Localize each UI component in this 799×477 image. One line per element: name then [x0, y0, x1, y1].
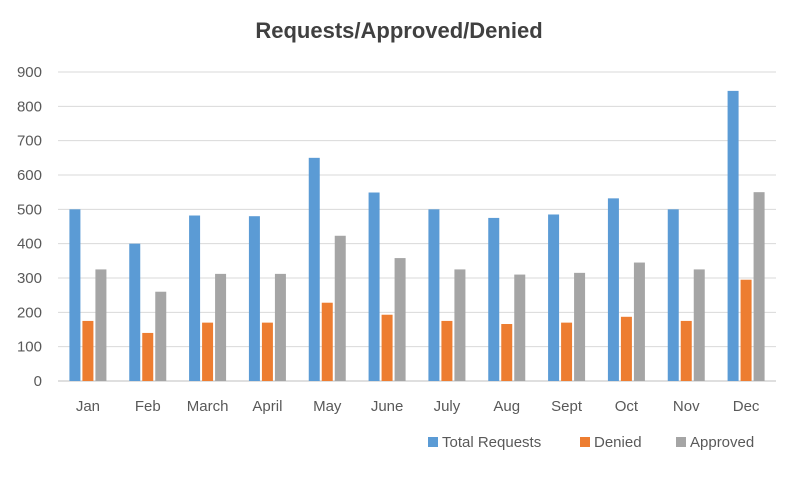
- legend-label-denied: Denied: [594, 434, 642, 451]
- bar-denied: [501, 324, 513, 381]
- bar-approved: [693, 269, 705, 381]
- bar-denied: [441, 320, 453, 381]
- legend-swatch-denied: [580, 437, 590, 447]
- bar-approved: [454, 269, 466, 381]
- bar-denied: [381, 314, 393, 381]
- legend: Total Requests Denied Approved: [428, 434, 754, 451]
- bar-denied: [202, 322, 214, 381]
- bar-approved: [334, 235, 346, 381]
- y-tick-label: 0: [34, 373, 42, 390]
- legend-swatch-total-requests: [428, 437, 438, 447]
- y-tick-label: 700: [17, 133, 42, 150]
- bar-denied: [620, 316, 632, 381]
- bar-total-requests: [667, 209, 679, 381]
- y-axis-ticks: 0 100 200 300 400 500 600 700 800 900: [17, 64, 42, 390]
- bar-total-requests: [368, 192, 380, 381]
- bar-denied: [142, 332, 154, 381]
- y-tick-label: 800: [17, 98, 42, 115]
- bar-total-requests: [727, 90, 739, 381]
- bar-approved: [215, 273, 227, 381]
- x-tick-label: April: [252, 398, 282, 415]
- x-tick-label: Jan: [76, 398, 100, 415]
- x-tick-label: Dec: [733, 398, 760, 415]
- x-tick-label: Aug: [493, 398, 520, 415]
- x-tick-label: Oct: [615, 398, 639, 415]
- bar-denied: [82, 320, 94, 381]
- x-tick-label: July: [434, 398, 461, 415]
- y-tick-label: 900: [17, 64, 42, 81]
- bar-approved: [574, 272, 586, 381]
- y-tick-label: 400: [17, 236, 42, 253]
- x-tick-label: Nov: [673, 398, 700, 415]
- bar-denied: [321, 302, 333, 381]
- bar-total-requests: [129, 243, 141, 381]
- bars: [69, 90, 765, 381]
- x-tick-label: June: [371, 398, 404, 415]
- y-tick-label: 300: [17, 270, 42, 287]
- bar-total-requests: [548, 214, 560, 381]
- x-axis-ticks: Jan Feb March April May June July Aug Sept Oct Nov…: [76, 398, 760, 415]
- bar-total-requests: [308, 157, 320, 381]
- y-tick-label: 500: [17, 201, 42, 218]
- bar-approved: [95, 269, 107, 381]
- x-tick-label: March: [187, 398, 229, 415]
- y-tick-label: 600: [17, 167, 42, 184]
- bar-total-requests: [248, 216, 260, 381]
- bar-total-requests: [607, 198, 619, 381]
- bar-denied: [561, 322, 573, 381]
- bar-total-requests: [189, 215, 201, 381]
- legend-label-total-requests: Total Requests: [442, 434, 541, 451]
- bar-approved: [633, 262, 645, 381]
- gridlines: [58, 71, 776, 382]
- y-tick-label: 100: [17, 339, 42, 356]
- x-tick-label: Sept: [551, 398, 583, 415]
- legend-swatch-approved: [676, 437, 686, 447]
- bar-approved: [274, 273, 286, 381]
- bar-total-requests: [428, 209, 440, 381]
- chart-title: Requests/Approved/Denied: [255, 18, 542, 43]
- bar-denied: [740, 279, 752, 381]
- bar-approved: [394, 258, 406, 381]
- legend-label-approved: Approved: [690, 434, 754, 451]
- y-tick-label: 200: [17, 304, 42, 321]
- bar-total-requests: [488, 217, 500, 381]
- bar-approved: [155, 291, 167, 381]
- bar-approved: [514, 274, 526, 381]
- bar-approved: [753, 192, 765, 381]
- bar-denied: [261, 322, 273, 381]
- x-tick-label: Feb: [135, 398, 161, 415]
- x-tick-label: May: [313, 398, 342, 415]
- bar-denied: [680, 320, 692, 381]
- bar-total-requests: [69, 209, 81, 381]
